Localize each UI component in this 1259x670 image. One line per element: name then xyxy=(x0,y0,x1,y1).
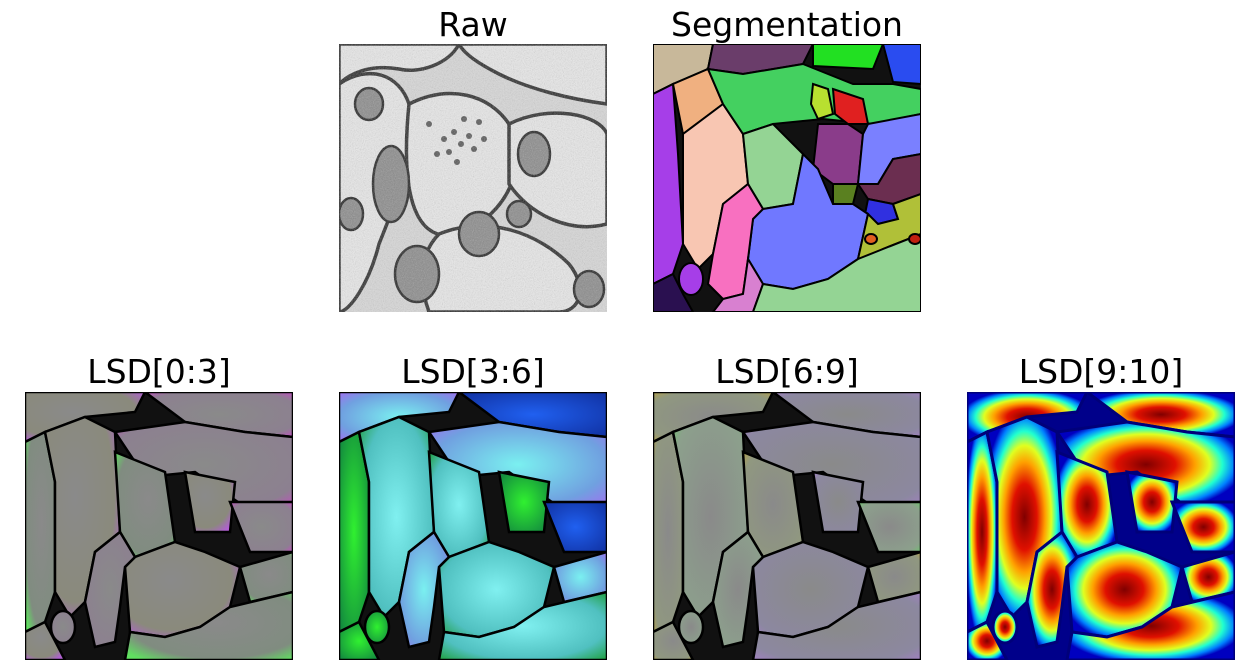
lsd-0-3-image xyxy=(25,392,293,660)
raw-em-image xyxy=(339,44,607,312)
panel-title-lsd-3-6: LSD[3:6] xyxy=(401,352,545,391)
lsd-3-6-image xyxy=(339,392,607,660)
panel-title-lsd-9-10: LSD[9:10] xyxy=(1018,352,1184,391)
segmentation-image xyxy=(653,44,921,312)
lsd-6-9-image xyxy=(653,392,921,660)
panel-raw: Raw xyxy=(339,8,607,312)
panel-title-segmentation: Segmentation xyxy=(671,5,903,44)
panel-lsd-6-9: LSD[6:9] xyxy=(653,355,921,660)
panel-segmentation: Segmentation xyxy=(653,8,921,312)
panel-lsd-9-10: LSD[9:10] xyxy=(967,355,1235,660)
panel-title-lsd-6-9: LSD[6:9] xyxy=(715,352,859,391)
panel-title-lsd-0-3: LSD[0:3] xyxy=(87,352,231,391)
panel-lsd-3-6: LSD[3:6] xyxy=(339,355,607,660)
panel-lsd-0-3: LSD[0:3] xyxy=(25,355,293,660)
lsd-9-10-image xyxy=(967,392,1235,660)
panel-title-raw: Raw xyxy=(438,5,508,44)
